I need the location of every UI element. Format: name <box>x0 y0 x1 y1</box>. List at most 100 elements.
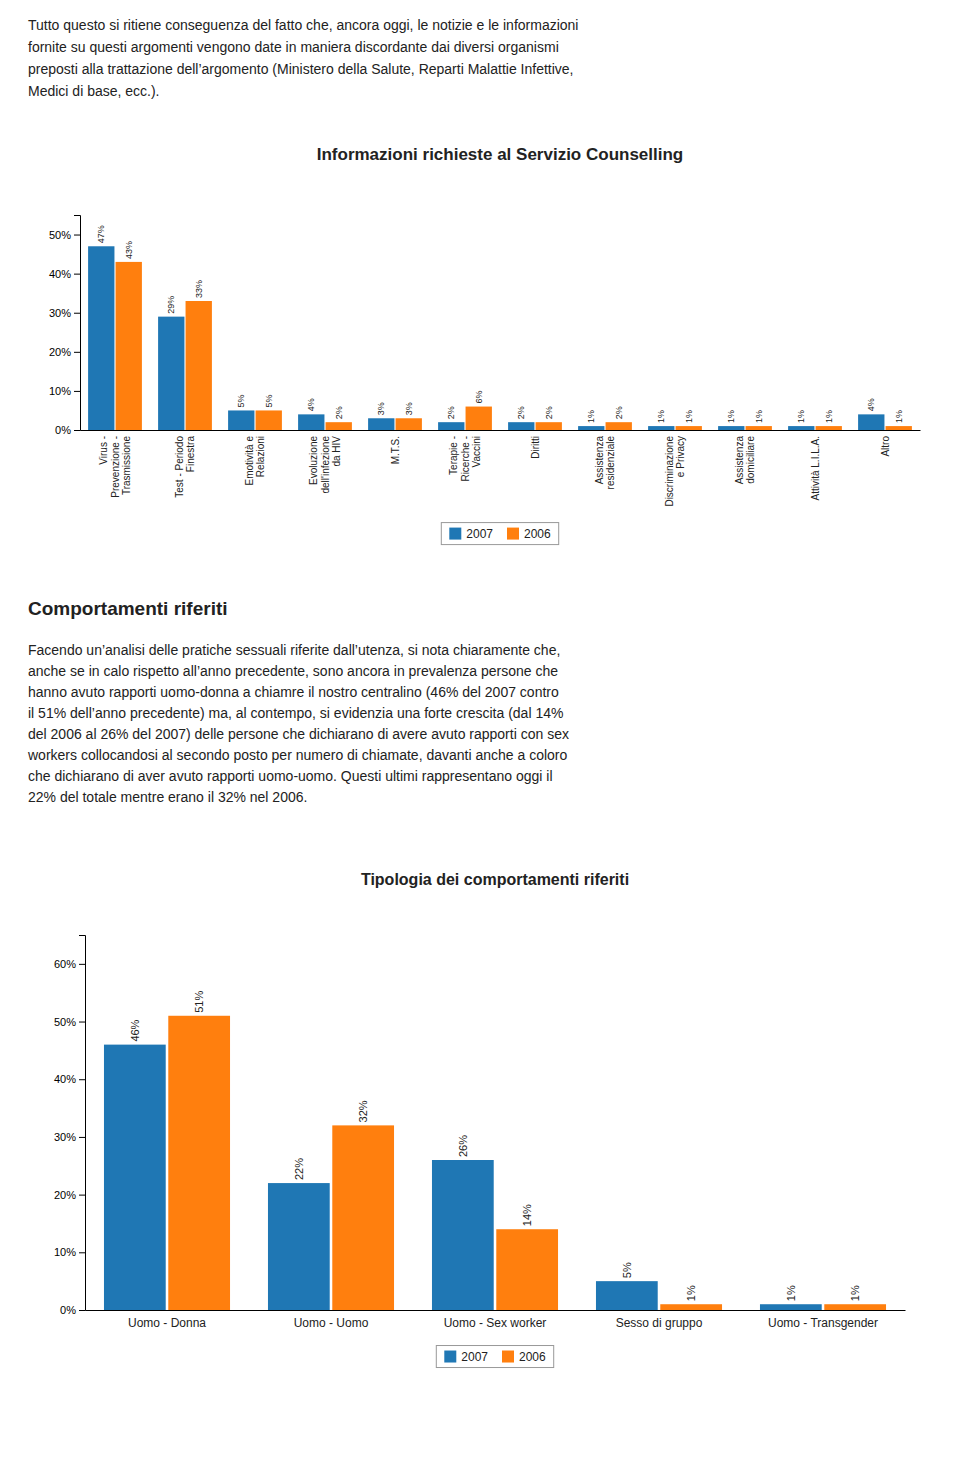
data-label: 26% <box>457 1135 469 1157</box>
legend-label: 2006 <box>524 527 551 541</box>
data-labels: 46%22%26%5%1%51%32%14%1%1% <box>129 991 861 1302</box>
bar <box>886 426 912 430</box>
legend-frame <box>436 1346 553 1368</box>
y-tick-label: 10% <box>54 1246 76 1258</box>
data-label: 6% <box>474 391 484 404</box>
body-text-line: hanno avuto rapporti uomo-donna a chiamr… <box>28 684 559 700</box>
legend-item: 2007 <box>449 527 493 541</box>
y-tick-mark <box>79 1137 85 1138</box>
data-label: 5% <box>264 394 274 407</box>
x-tick-label-line: Vaccini <box>471 436 482 468</box>
x-tick-label-line: e Privacy <box>675 436 686 477</box>
data-label: 29% <box>166 296 176 314</box>
bar <box>508 422 534 430</box>
y-tick-mark <box>79 964 85 965</box>
x-tick-label-line: Discriminazione <box>664 436 675 507</box>
bar <box>788 426 814 430</box>
data-label: 1% <box>785 1285 797 1301</box>
y-tick-label: 0% <box>55 424 71 436</box>
bar <box>228 410 254 430</box>
legend-item: 2006 <box>502 1350 546 1364</box>
data-label: 46% <box>129 1019 141 1041</box>
legend-swatch <box>449 528 461 540</box>
chart-title: Informazioni richieste al Servizio Couns… <box>317 145 684 164</box>
legend: 2007 2006 <box>441 523 558 545</box>
x-tick: Uomo - Donna <box>128 1316 206 1330</box>
data-label: 2% <box>516 406 526 419</box>
data-label: 51% <box>193 991 205 1013</box>
legend-label: 2006 <box>519 1350 546 1364</box>
x-tick-label: Terapie -Ricerche -Vaccini <box>448 436 482 482</box>
bar <box>718 426 744 430</box>
bar <box>824 1304 886 1310</box>
x-tick: M.T.S. <box>390 436 401 464</box>
legend-swatch <box>444 1351 456 1363</box>
legend-swatch <box>507 528 519 540</box>
x-tick-label-line: da HIV <box>331 436 342 467</box>
data-label: 1% <box>754 410 764 423</box>
y-tick: 10% <box>49 385 80 397</box>
y-tick-label: 50% <box>49 229 71 241</box>
x-tick-label: Attività L.I.L.A. <box>810 436 821 500</box>
y-tick-mark <box>74 352 80 353</box>
x-tick: Sesso di gruppo <box>616 1316 703 1330</box>
x-tick-label-line: Finestra <box>185 436 196 473</box>
legend-item: 2006 <box>507 527 551 541</box>
x-tick-label-line: Sesso di gruppo <box>616 1316 703 1330</box>
x-tick-label: M.T.S. <box>390 436 401 464</box>
bar <box>104 1045 166 1310</box>
data-label: 2% <box>614 406 624 419</box>
bar <box>578 426 604 430</box>
x-tick-label: Emotività eRelazioni <box>244 436 267 486</box>
bar <box>496 1229 558 1310</box>
x-tick-label-line: Diritti <box>530 436 541 459</box>
x-tick-label-line: Test - Periodo <box>174 436 185 498</box>
x-tick: Attività L.I.L.A. <box>810 436 821 500</box>
intro-text-line: Medici di base, ecc.). <box>28 83 160 99</box>
bar <box>438 422 464 430</box>
x-tick-label-line: Relazioni <box>255 436 266 477</box>
y-tick-mark <box>79 1310 85 1311</box>
bar <box>268 1183 330 1310</box>
chart: Tipologia dei comportamenti riferiti0%10… <box>54 871 906 1368</box>
data-label: 1% <box>726 410 736 423</box>
y-tick: 30% <box>54 1131 85 1143</box>
y-tick-mark <box>79 1195 85 1196</box>
body-text: Facendo un’analisi delle pratiche sessua… <box>27 642 569 805</box>
y-axis: 0%10%20%30%40%50%60% <box>54 936 86 1317</box>
data-label: 43% <box>124 241 134 259</box>
y-tick-mark <box>79 1079 85 1080</box>
intro-text-line: Tutto questo si ritiene conseguenza del … <box>28 17 578 33</box>
body-text-line: anche se in calo rispetto all’anno prece… <box>28 663 558 679</box>
x-tick-label: Evoluzionedell'infezioneda HIV <box>308 436 342 494</box>
x-tick-label-line: Trasmissione <box>121 436 132 496</box>
data-label: 3% <box>376 402 386 415</box>
y-tick-mark <box>79 1252 85 1253</box>
x-tick-label-line: Prevenzione - <box>110 436 121 498</box>
y-tick-mark <box>74 313 80 314</box>
x-tick-label-line: Uomo - Sex worker <box>444 1316 547 1330</box>
data-label: 2% <box>544 406 554 419</box>
x-tick-label-line: Ricerche - <box>460 436 471 482</box>
x-tick-label: Uomo - Donna <box>128 1316 206 1330</box>
bar <box>536 422 562 430</box>
y-tick-mark <box>74 391 80 392</box>
legend-label: 2007 <box>461 1350 488 1364</box>
data-label: 2% <box>446 406 456 419</box>
bar <box>746 426 772 430</box>
bar <box>816 426 842 430</box>
x-tick: Discriminazionee Privacy <box>664 436 687 507</box>
y-axis-line <box>74 216 81 431</box>
x-tick-label: Discriminazionee Privacy <box>664 436 687 507</box>
x-axis: Uomo - DonnaUomo - UomoUomo - Sex worker… <box>86 1311 906 1330</box>
data-label: 3% <box>404 402 414 415</box>
section-title: Comportamenti riferiti <box>28 598 228 619</box>
data-label: 1% <box>586 410 596 423</box>
data-label: 33% <box>194 280 204 298</box>
intro-text-line: fornite su questi argomenti vengono date… <box>28 39 559 55</box>
bar <box>760 1304 822 1310</box>
y-tick: 40% <box>54 1073 85 1085</box>
y-tick-label: 0% <box>60 1304 76 1316</box>
x-tick-label: Assistenzaresidenziale <box>594 436 617 490</box>
data-label: 1% <box>684 410 694 423</box>
